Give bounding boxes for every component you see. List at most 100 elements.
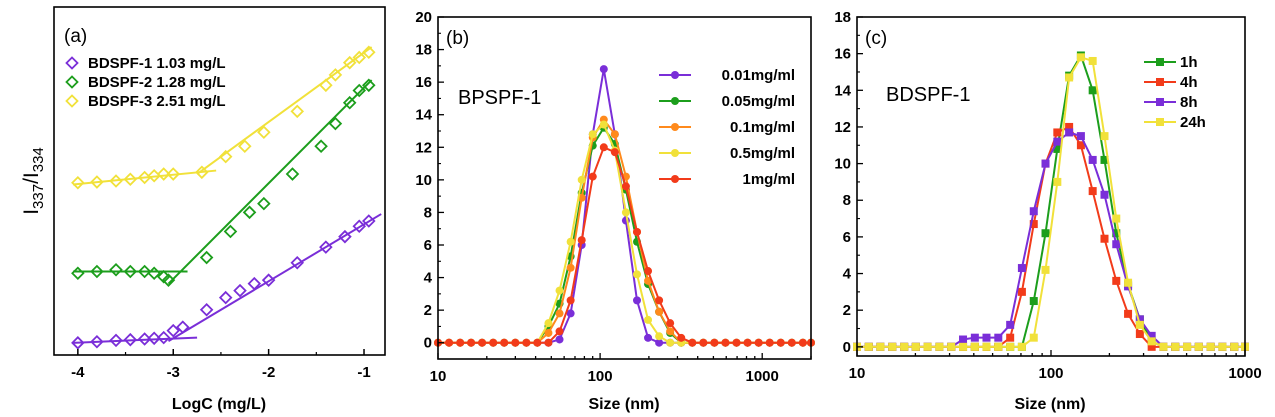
panel-c-point-2-19 bbox=[1076, 132, 1085, 141]
panel-b-point-4-23 bbox=[688, 338, 697, 347]
panel-a-point-2-8 bbox=[195, 165, 209, 180]
panel-c-point-2-20 bbox=[1088, 155, 1097, 164]
panel-a-point-0-18 bbox=[362, 214, 376, 228]
y-axis-title-mid: /I bbox=[20, 172, 43, 184]
panel-c-point-3-9 bbox=[959, 342, 968, 351]
panel-b-point-3-17 bbox=[621, 208, 630, 217]
panel-c-point-3-12 bbox=[994, 342, 1003, 351]
panel-c-point-2-11 bbox=[982, 333, 991, 342]
panel-a-xtick-label: -4 bbox=[71, 364, 85, 381]
panel-c-point-3-23 bbox=[1124, 278, 1133, 287]
panel-a-point-2-11 bbox=[257, 125, 271, 140]
panel-a-point-0-6 bbox=[156, 330, 171, 345]
y-tick-label: 14 bbox=[834, 82, 851, 99]
panel-c-point-3-4 bbox=[900, 342, 909, 351]
panel-a-point-1-4 bbox=[137, 264, 152, 279]
panel-a-xtick-label: -2 bbox=[262, 364, 275, 381]
panel-c-point-3-28 bbox=[1183, 342, 1192, 351]
panel-b-point-4-2 bbox=[456, 338, 465, 347]
panel-b-point-4-19 bbox=[644, 267, 653, 276]
panel-a-point-2-1 bbox=[90, 175, 104, 189]
y-tick-label: 0 bbox=[424, 335, 432, 352]
legend-marker-3 bbox=[1156, 118, 1164, 126]
panel-a-point-2-2 bbox=[109, 174, 123, 188]
panel-b-marks bbox=[434, 65, 815, 347]
panel-a-xtick-label: -1 bbox=[357, 364, 370, 381]
panel-c-point-2-25 bbox=[1147, 331, 1156, 340]
panel-b-point-4-6 bbox=[500, 338, 509, 347]
panel-a-legend-label-2: BDSPF-3 2.51 mg/L bbox=[88, 93, 226, 110]
panel-b-inset-label: BPSPF-1 bbox=[458, 87, 541, 109]
panel-b-point-2-20 bbox=[655, 307, 664, 316]
panel-a-x-axis-title: LogC (mg/L) bbox=[172, 396, 266, 413]
panel-b-point-4-31 bbox=[776, 338, 785, 347]
panel-a-point-0-8 bbox=[176, 320, 190, 334]
panel-a-point-1-12 bbox=[285, 167, 300, 181]
panel-b-point-4-25 bbox=[710, 338, 719, 347]
panel-b-x-axis-title: Size (nm) bbox=[588, 396, 659, 413]
panel-a-point-2-12 bbox=[290, 104, 305, 119]
x-tick-label: 100 bbox=[1038, 365, 1063, 382]
panel-c-legend: 1h 4h 8h 24h bbox=[1144, 54, 1206, 131]
panel-a-point-2-16 bbox=[352, 50, 367, 65]
panel-a-point-1-1 bbox=[90, 264, 104, 279]
panel-c-point-3-17 bbox=[1053, 177, 1062, 186]
panel-c-point-3-20 bbox=[1088, 56, 1097, 65]
panel-c-point-1-20 bbox=[1088, 187, 1097, 196]
panel-a-point-1-5 bbox=[147, 266, 161, 280]
panel-c-point-1-19 bbox=[1076, 141, 1085, 150]
panel-a-frame bbox=[53, 6, 386, 356]
y-tick-label: 18 bbox=[834, 9, 851, 26]
legend-label-1: 0.05mg/ml bbox=[722, 93, 795, 110]
panel-a-point-2-6 bbox=[156, 167, 171, 181]
panel-b-point-4-32 bbox=[787, 338, 796, 347]
panel-c-point-1-24 bbox=[1135, 330, 1144, 339]
x-tick-label: 10 bbox=[849, 365, 866, 382]
panel-a-legend-marker-0 bbox=[65, 56, 79, 70]
panel-b-point-4-4 bbox=[478, 338, 487, 347]
panel-c-point-2-21 bbox=[1100, 190, 1109, 199]
panel-a-ticks: -4 -3 -2 -1 bbox=[71, 349, 371, 381]
panel-b-point-3-21 bbox=[666, 338, 675, 347]
panel-c-point-3-21 bbox=[1100, 132, 1109, 141]
panel-a-point-1-15 bbox=[342, 95, 357, 110]
panel-b-point-2-16 bbox=[610, 130, 619, 139]
panel-a-point-2-7 bbox=[166, 167, 181, 181]
panel-b-point-0-12 bbox=[566, 309, 575, 318]
panel-a-point-0-5 bbox=[147, 331, 161, 346]
panel-c-point-0-16 bbox=[1041, 229, 1050, 238]
panel-b-point-3-10 bbox=[544, 319, 553, 328]
panel-a-point-0-11 bbox=[233, 283, 247, 298]
panel-c-point-3-27 bbox=[1171, 342, 1180, 351]
panel-a-point-0-14 bbox=[290, 256, 305, 270]
panel-a-legend-marker-2 bbox=[65, 94, 79, 108]
panel-c-point-1-15 bbox=[1029, 220, 1038, 229]
panel-c-point-2-24 bbox=[1135, 315, 1144, 324]
panel-c-point-2-17 bbox=[1053, 137, 1062, 146]
y-axis-title-sub1: 337 bbox=[30, 184, 47, 209]
panel-a-fit-line-1-1 bbox=[167, 79, 373, 285]
panel-a-point-2-13 bbox=[319, 78, 333, 93]
y-tick-label: 12 bbox=[834, 119, 851, 136]
y-axis-title-sub2: 334 bbox=[30, 147, 47, 172]
panel-b-point-4-9 bbox=[533, 338, 542, 347]
panel-c-point-3-15 bbox=[1029, 333, 1038, 342]
legend-marker-1 bbox=[671, 97, 679, 105]
panel-c-point-3-2 bbox=[876, 342, 885, 351]
y-tick-label: 6 bbox=[843, 229, 851, 246]
panel-c-point-0-15 bbox=[1029, 297, 1038, 306]
panel-b-point-4-7 bbox=[511, 338, 520, 347]
panel-b-point-4-26 bbox=[721, 338, 730, 347]
panel-c-point-2-12 bbox=[994, 333, 1003, 342]
panel-c-point-3-1 bbox=[864, 342, 873, 351]
panel-c-point-0-20 bbox=[1088, 86, 1097, 95]
y-tick-label: 2 bbox=[424, 302, 432, 319]
y-tick-label: 0 bbox=[843, 339, 851, 356]
panel-b-point-4-10 bbox=[544, 338, 553, 347]
panel-a-point-2-10 bbox=[238, 139, 252, 153]
panel-a-y-axis-title: I337/I334 bbox=[20, 147, 47, 215]
panel-b-point-3-14 bbox=[588, 130, 597, 139]
panel-c-point-3-24 bbox=[1135, 320, 1144, 329]
panel-a-legend-marker-1 bbox=[65, 75, 79, 89]
